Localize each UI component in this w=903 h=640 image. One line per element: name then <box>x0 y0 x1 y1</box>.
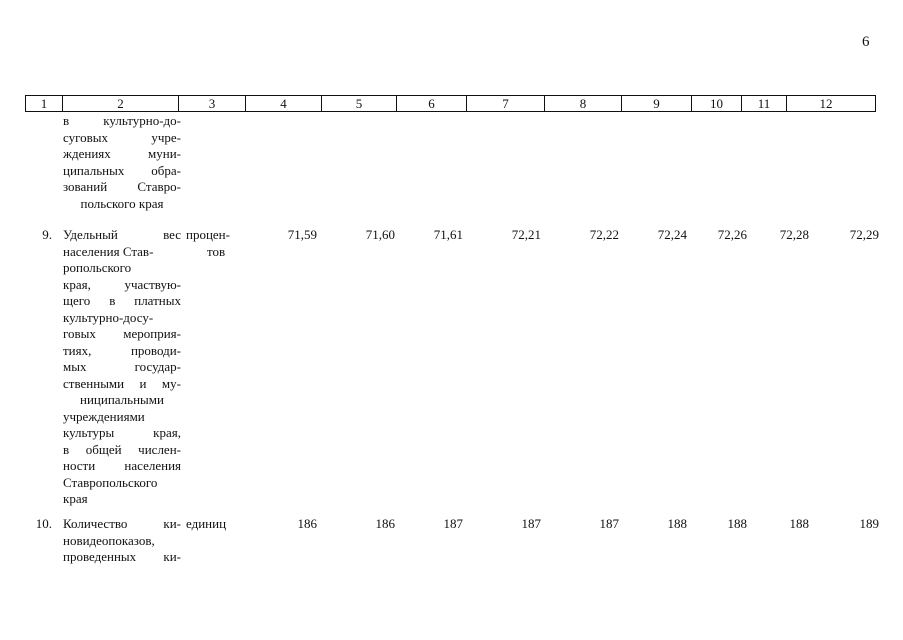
name-line: тиях, проводи- <box>63 343 181 360</box>
unit-line: единиц <box>186 516 242 533</box>
value-cell: 71,61 <box>434 227 463 244</box>
value-cell: 72,24 <box>658 227 687 244</box>
name-line: новидеопоказов, <box>63 533 181 550</box>
name-line: суговых учре- <box>63 130 181 147</box>
header-cell: 6 <box>397 96 467 111</box>
header-cell: 2 <box>63 96 179 111</box>
value-cell: 187 <box>522 516 542 533</box>
name-line: Количество ки- <box>63 516 181 533</box>
indicator-name-cell: Удельный вес населения Став- ропольского… <box>63 227 181 508</box>
table-header-row: 1 2 3 4 5 6 7 8 9 10 11 12 <box>25 95 876 112</box>
value-cell: 186 <box>376 516 396 533</box>
unit-line: тов <box>186 244 242 261</box>
name-line: культуры края, <box>63 425 181 442</box>
name-line: щего в платных <box>63 293 181 310</box>
name-line: в общей числен- <box>63 442 181 459</box>
name-line: ципальных обра- <box>63 163 181 180</box>
name-line: культурно-досу- <box>63 310 181 327</box>
value-cell: 71,59 <box>288 227 317 244</box>
name-line: мых государ- <box>63 359 181 376</box>
indicator-name-cell: Количество ки- новидеопоказов, проведенн… <box>63 516 181 566</box>
name-line: говых мероприя- <box>63 326 181 343</box>
value-cell: 188 <box>728 516 748 533</box>
header-cell: 9 <box>622 96 692 111</box>
unit-cell: процен- тов <box>186 227 242 260</box>
value-cell: 188 <box>790 516 810 533</box>
name-line: ниципальными <box>63 392 181 409</box>
header-cell: 5 <box>322 96 397 111</box>
name-line: ности населения <box>63 458 181 475</box>
unit-line: процен- <box>186 227 242 244</box>
name-line: польского края <box>63 196 181 213</box>
header-cell: 1 <box>26 96 63 111</box>
name-line: Ставропольского <box>63 475 181 492</box>
name-line: населения Став- <box>63 244 181 261</box>
value-cell: 72,21 <box>512 227 541 244</box>
value-cell: 186 <box>298 516 318 533</box>
name-line: ропольского <box>63 260 181 277</box>
name-line: ждениях муни- <box>63 146 181 163</box>
header-cell: 3 <box>179 96 246 111</box>
value-cell: 72,26 <box>718 227 747 244</box>
unit-cell: единиц <box>186 516 242 533</box>
continuation-name-cell: в культурно-до- суговых учре- ждениях му… <box>63 113 181 212</box>
name-line: края, участвую- <box>63 277 181 294</box>
value-cell: 72,29 <box>850 227 879 244</box>
name-line: проведенных ки- <box>63 549 181 566</box>
name-line: зований Ставро- <box>63 179 181 196</box>
value-cell: 188 <box>668 516 688 533</box>
value-cell: 187 <box>600 516 620 533</box>
header-cell: 7 <box>467 96 545 111</box>
header-cell: 8 <box>545 96 622 111</box>
row-number: 10. <box>22 516 52 533</box>
value-cell: 189 <box>860 516 880 533</box>
name-line: Удельный вес <box>63 227 181 244</box>
header-cell: 10 <box>692 96 742 111</box>
name-line: учреждениями <box>63 409 181 426</box>
header-cell: 4 <box>246 96 322 111</box>
value-cell: 72,22 <box>590 227 619 244</box>
name-line: ственными и му- <box>63 376 181 393</box>
value-cell: 72,28 <box>780 227 809 244</box>
value-cell: 71,60 <box>366 227 395 244</box>
name-line: края <box>63 491 181 508</box>
name-line: в культурно-до- <box>63 113 181 130</box>
header-cell: 12 <box>787 96 865 111</box>
row-number: 9. <box>22 227 52 244</box>
value-cell: 187 <box>444 516 464 533</box>
header-cell: 11 <box>742 96 787 111</box>
page-number: 6 <box>862 34 870 51</box>
